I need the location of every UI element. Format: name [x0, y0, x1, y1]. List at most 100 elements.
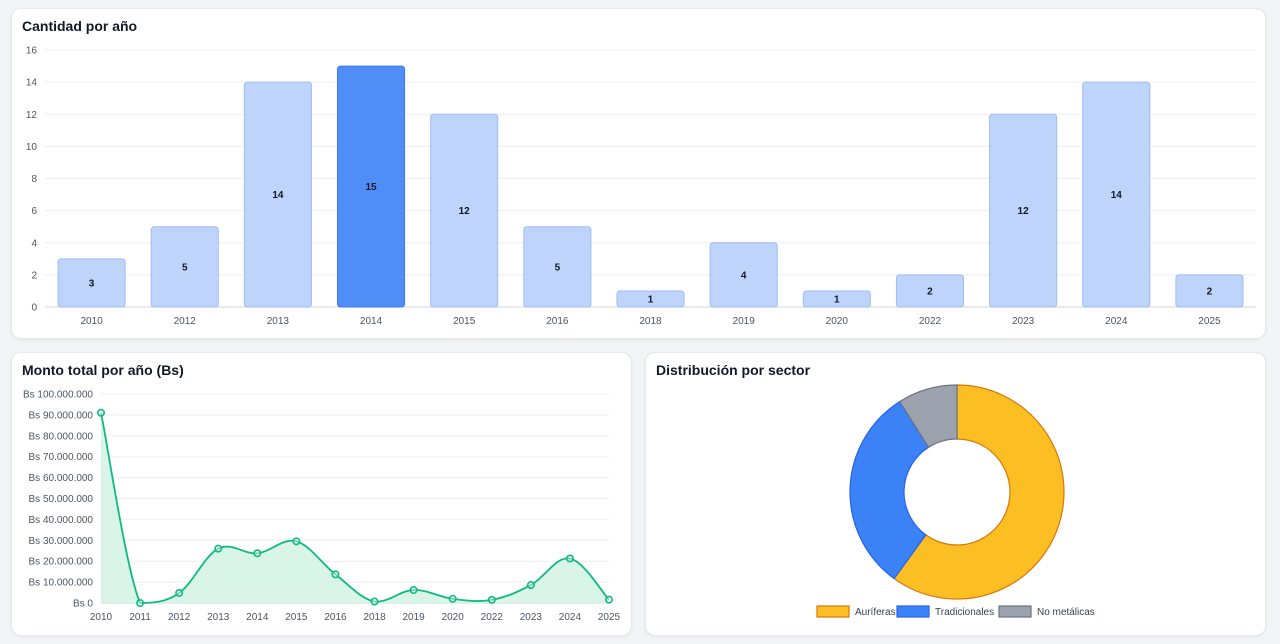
bar-data-label: 5 — [555, 262, 561, 273]
y-tick-label: 10 — [26, 142, 38, 153]
pie-chart-card: Distribución por sector Auríferas Tradici… — [645, 352, 1266, 636]
series-line — [100, 412, 610, 604]
y-tick-label: Bs 20.000.000 — [29, 557, 94, 568]
pie-slice — [849, 400, 930, 580]
bar-data-label: 14 — [1111, 190, 1123, 201]
bar-data-label: 2 — [1207, 286, 1213, 297]
x-tick-label: 2018 — [363, 612, 386, 623]
data-point — [292, 537, 301, 546]
pie-slice — [893, 384, 1065, 600]
x-tick-label: 2020 — [826, 316, 849, 327]
data-point — [214, 544, 223, 553]
line-chart-title: Monto total por año (Bs) — [22, 362, 184, 378]
pie-chart-title: Distribución por sector — [656, 362, 811, 378]
data-point — [136, 599, 145, 608]
bar-data-label: 15 — [365, 182, 377, 193]
x-tick-label: 2022 — [481, 612, 504, 623]
x-tick-label: 2020 — [442, 612, 465, 623]
line-chart-card: Monto total por año (Bs) Bs 0 Bs 10.000.0… — [11, 352, 632, 636]
bar-chart-card: Cantidad por año 0 2 4 6 8 10 12 14 16 3 2010 5 2012… — [11, 8, 1266, 339]
line-chart: Bs 0 Bs 10.000.000 Bs 20.000.000 Bs 30.000.… — [23, 390, 621, 624]
data-point — [448, 594, 457, 603]
bar-data-label: 3 — [89, 278, 95, 289]
y-tick-label: Bs 50.000.000 — [29, 494, 94, 505]
data-point — [253, 549, 262, 558]
bar — [1175, 274, 1244, 308]
x-tick-label: 2013 — [207, 612, 230, 623]
area-fill — [101, 412, 609, 603]
y-tick-label: Bs 30.000.000 — [29, 536, 94, 547]
bar — [243, 81, 312, 308]
x-tick-label: 2015 — [285, 612, 308, 623]
bar — [523, 226, 592, 308]
y-tick-label: Bs 100.000.000 — [23, 390, 93, 401]
bar — [709, 242, 778, 308]
x-tick-label: 2024 — [559, 612, 582, 623]
y-tick-label: 6 — [31, 206, 37, 217]
data-point — [487, 595, 496, 604]
legend-swatch — [998, 605, 1032, 618]
x-tick-label: 2024 — [1105, 316, 1128, 327]
bar-data-label: 5 — [182, 262, 188, 273]
data-point — [175, 588, 184, 597]
legend-label: No metálicas — [1037, 607, 1095, 618]
y-tick-label: 16 — [26, 46, 38, 57]
bar — [57, 258, 126, 308]
bar-data-label: 14 — [272, 190, 284, 201]
x-tick-label: 2012 — [174, 316, 197, 327]
legend-swatch — [896, 605, 930, 618]
data-point — [604, 595, 613, 604]
x-tick-label: 2025 — [1198, 316, 1221, 327]
bar — [895, 274, 964, 308]
x-tick-label: 2014 — [360, 316, 383, 327]
legend-label: Tradicionales — [935, 607, 994, 618]
data-point — [331, 570, 340, 579]
x-tick-label: 2025 — [598, 612, 621, 623]
data-point — [565, 554, 574, 563]
bar — [430, 113, 499, 308]
y-tick-label: 12 — [26, 110, 38, 121]
x-tick-label: 2022 — [919, 316, 942, 327]
bar — [802, 290, 871, 308]
x-tick-label: 2016 — [546, 316, 569, 327]
y-tick-label: 0 — [31, 303, 37, 314]
x-tick-label: 2023 — [520, 612, 543, 623]
x-tick-label: 2015 — [453, 316, 476, 327]
bar — [337, 65, 406, 308]
bar-data-label: 1 — [834, 294, 840, 305]
pie-slice — [898, 384, 958, 449]
bar-data-label: 2 — [927, 286, 933, 297]
x-tick-label: 2010 — [80, 316, 103, 327]
x-tick-label: 2012 — [168, 612, 191, 623]
data-point — [409, 586, 418, 595]
y-tick-label: Bs 10.000.000 — [29, 578, 94, 589]
bar — [616, 290, 685, 308]
y-tick-label: Bs 60.000.000 — [29, 473, 94, 484]
x-tick-label: 2018 — [639, 316, 662, 327]
x-tick-label: 2013 — [267, 316, 290, 327]
y-tick-label: 14 — [26, 78, 38, 89]
x-tick-label: 2010 — [90, 612, 113, 623]
bar — [1082, 81, 1151, 308]
y-tick-label: Bs 40.000.000 — [29, 515, 94, 526]
data-point — [526, 581, 535, 590]
data-point — [370, 597, 379, 606]
y-tick-label: 2 — [31, 270, 37, 281]
legend-swatch — [816, 605, 850, 618]
bar-data-label: 12 — [459, 206, 471, 217]
y-tick-label: Bs 70.000.000 — [29, 452, 94, 463]
legend-label: Auríferas — [855, 607, 896, 618]
x-tick-label: 2014 — [246, 612, 269, 623]
x-tick-label: 2023 — [1012, 316, 1035, 327]
x-tick-label: 2019 — [733, 316, 756, 327]
y-tick-label: 4 — [31, 238, 37, 249]
y-tick-label: Bs 80.000.000 — [29, 431, 94, 442]
bar — [989, 113, 1058, 308]
bar-data-label: 4 — [741, 270, 747, 281]
data-point — [97, 408, 106, 417]
bar-data-label: 1 — [648, 294, 654, 305]
bar-chart-title: Cantidad por año — [22, 18, 138, 34]
bar-data-label: 12 — [1018, 206, 1030, 217]
y-tick-label: 8 — [31, 174, 37, 185]
bar — [150, 226, 219, 308]
